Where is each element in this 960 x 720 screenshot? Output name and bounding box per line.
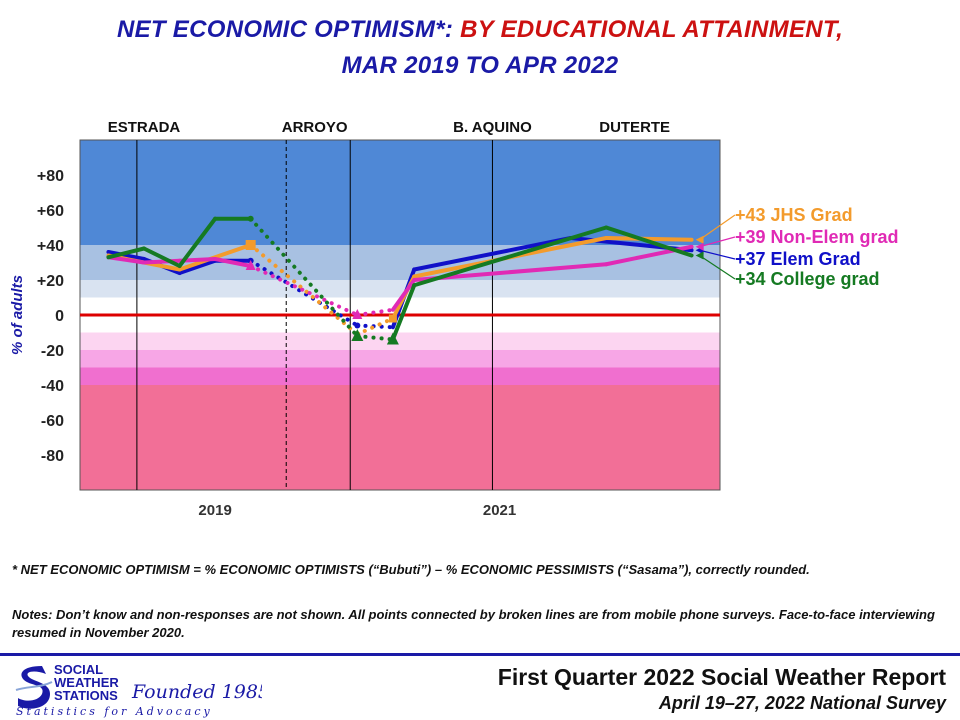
y-tick-label: +20 [37, 273, 64, 290]
data-point [245, 240, 256, 250]
report-title: First Quarter 2022 Social Weather Report [497, 664, 946, 690]
y-tick-label: -20 [41, 343, 64, 360]
president-label: ESTRADA [108, 119, 181, 136]
series-segment [213, 257, 253, 268]
logo-tagline: Statistics for Advocacy [16, 705, 213, 718]
logo-founded: Founded 1985 [131, 681, 262, 703]
chart-title-part2: BY EDUCATIONAL ATTAINMENT, [460, 16, 844, 43]
chart-title: NET ECONOMIC OPTIMISM*: BY EDUCATIONAL A… [0, 16, 960, 44]
data-point [245, 260, 256, 270]
series-segment [412, 236, 573, 272]
logo-s-mark-icon [18, 666, 50, 709]
data-point [388, 314, 397, 323]
y-tick-label: -40 [41, 378, 64, 395]
series-segment [390, 283, 417, 342]
y-axis-label: % of adults [9, 275, 26, 355]
band-negative-high [80, 367, 720, 385]
series-segment [142, 246, 182, 268]
president-label: ARROYO [282, 119, 348, 136]
series-end-label: +39 Non-Elem grad [735, 227, 899, 247]
president-label: B. AQUINO [453, 119, 532, 136]
series-segment [248, 243, 360, 337]
data-point [352, 309, 363, 319]
y-tick-label: 0 [55, 308, 64, 325]
series-segment [355, 307, 395, 317]
data-point [354, 322, 361, 329]
logo-line3: STATIONS [54, 688, 118, 703]
footnote-notes: Notes: Don’t know and non-responses are … [12, 607, 935, 640]
sws-logo: SOCIAL WEATHER STATIONS Founded 1985 Sta… [15, 662, 262, 718]
chart-subtitle: MAR 2019 TO APR 2022 [341, 52, 619, 79]
series-end-label: +34 College grad [735, 269, 880, 289]
band-very-positive [80, 140, 720, 245]
arrowhead-icon [695, 242, 704, 251]
series-segment [248, 264, 360, 317]
logo-line1: SOCIAL [54, 662, 103, 677]
label-connector [699, 249, 736, 260]
arrowhead-icon [695, 251, 704, 260]
band-negative-low [80, 332, 720, 350]
series-segment [355, 323, 395, 330]
arrowhead-icon [695, 235, 704, 244]
y-tick-label: -60 [41, 413, 64, 430]
band-very-negative [80, 385, 720, 490]
band-negative [80, 350, 720, 368]
logo-line2: WEATHER [54, 675, 119, 690]
report-subtitle: April 19–27, 2022 National Survey [658, 693, 946, 713]
series-segment [604, 236, 694, 242]
series-segment [106, 250, 146, 261]
series-segment [177, 216, 218, 268]
series-segment [177, 258, 218, 275]
series-end-label: +37 Elem Grad [735, 249, 861, 269]
president-label: DUTERTE [599, 119, 670, 136]
series-segment [604, 225, 694, 258]
series-segment [390, 278, 417, 312]
y-tick-label: +60 [37, 203, 64, 220]
series-segment [355, 316, 395, 337]
series-segment [106, 246, 146, 260]
line-chart: +80 +60 +40 +20 0 -20 -40 -60 -80 % of adults 2019… [9, 119, 899, 519]
chart-title-part1: NET ECONOMIC OPTIMISM*: [116, 16, 454, 43]
y-tick-label: +40 [37, 238, 64, 255]
data-point [351, 329, 364, 341]
data-point [247, 215, 254, 222]
x-tick-label: 2019 [198, 502, 231, 519]
label-connector [699, 254, 736, 280]
label-connector [699, 214, 736, 241]
footer-divider [0, 653, 960, 656]
data-point [386, 332, 399, 345]
y-tick-label: -80 [41, 448, 64, 465]
series-segment [106, 255, 146, 265]
series-segment [248, 216, 360, 338]
series-segment [412, 225, 609, 288]
band-positive-low [80, 280, 720, 298]
series-end-label: +43 JHS Grad [735, 205, 853, 225]
series-segment [355, 334, 395, 342]
label-connector [699, 236, 736, 248]
x-tick-label: 2021 [483, 502, 516, 519]
y-tick-label: +80 [37, 168, 64, 185]
footnote-definition: * NET ECONOMIC OPTIMISM = % ECONOMIC OPT… [12, 562, 810, 577]
